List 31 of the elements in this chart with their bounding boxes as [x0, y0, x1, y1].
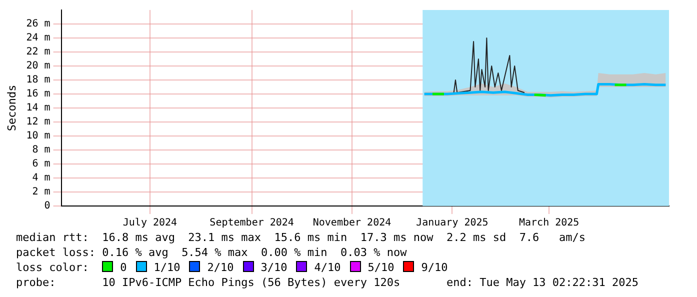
text: probe: 10 IPv6-ICMP Echo Pings (56 Bytes) every 120s end: Tue May 13 02:22:31 2025 — [16, 275, 640, 290]
y-tick-label: 0 — [44, 200, 50, 212]
legend-label: 3/10 — [260, 261, 288, 274]
y-tick-label: 12 m — [26, 116, 50, 128]
y-tick-label: 4 m — [32, 172, 50, 184]
text: median rtt: 16.8 ms avg 23.1 ms max 15.6 ms min 17.3 ms now 2.2 ms sd 7.6 am/s — [16, 230, 587, 245]
y-tick-label: 16 m — [26, 88, 50, 100]
y-tick-label: 10 m — [26, 130, 50, 142]
y-tick-label: 8 m — [32, 144, 50, 156]
x-tick-label: July 2024 — [122, 218, 178, 229]
legend-label: 1/10 — [154, 261, 180, 274]
legend-label: 0 — [120, 261, 127, 274]
legend-label: 4/10 — [314, 261, 341, 274]
x-tick-label: March 2025 — [518, 218, 580, 229]
y-tick-label: 20 m — [26, 60, 50, 72]
legend-label: 9/10 — [421, 261, 448, 274]
legend-title: loss color: — [16, 261, 90, 274]
y-tick-label: 22 m — [26, 46, 50, 58]
x-tick-label: November 2024 — [312, 218, 392, 229]
text: packet loss: 0.16 % avg 5.54 % max 0.00 % min 0.03 % now — [16, 245, 408, 260]
x-tick-label: January 2025 — [416, 218, 488, 229]
y-tick-label: 26 m — [26, 18, 50, 30]
legend-label: 5/10 — [368, 261, 394, 274]
y-axis-title: Seconds — [5, 84, 18, 132]
y-tick-label: 24 m — [26, 32, 50, 44]
y-tick-label: 18 m — [26, 74, 50, 86]
legend-label: 2/10 — [207, 261, 234, 274]
y-tick-label: 6 m — [32, 158, 50, 170]
x-tick-label: September 2024 — [210, 218, 294, 229]
y-tick-label: 14 m — [26, 102, 50, 114]
y-tick-label: 2 m — [32, 186, 50, 198]
